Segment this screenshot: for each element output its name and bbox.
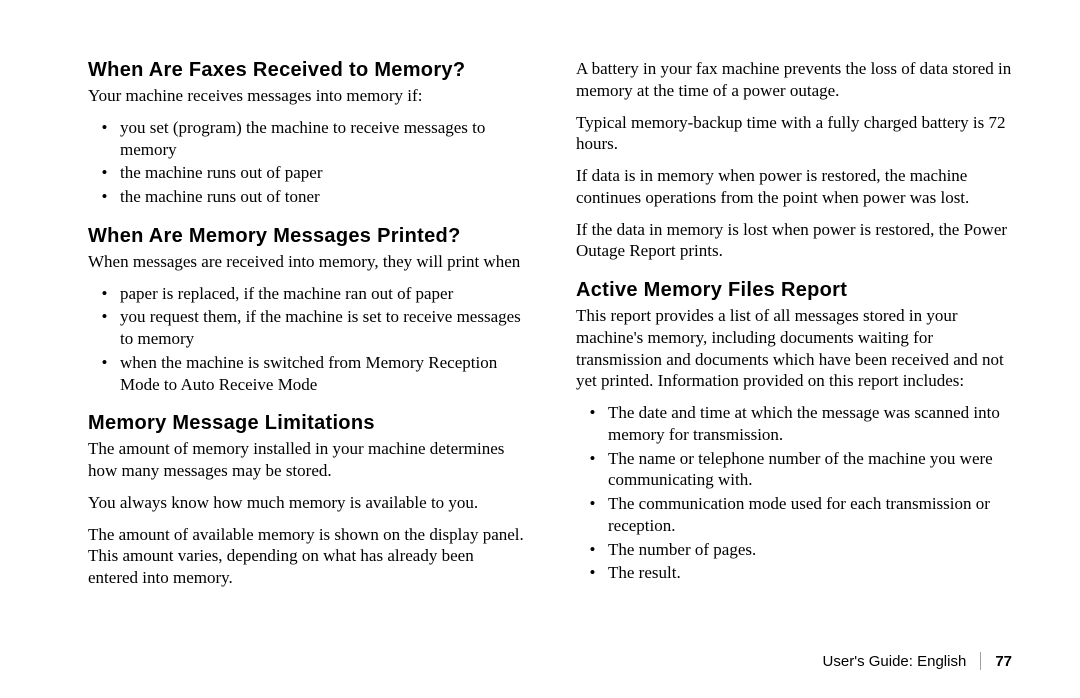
two-column-layout: When Are Faxes Received to Memory? Your …: [88, 58, 1012, 599]
list-active-memory-report: The date and time at which the message w…: [576, 402, 1012, 584]
list-item: The date and time at which the message w…: [604, 402, 1012, 446]
right-column: A battery in your fax machine prevents t…: [576, 58, 1012, 599]
page: When Are Faxes Received to Memory? Your …: [0, 0, 1080, 698]
list-item: paper is replaced, if the machine ran ou…: [116, 283, 524, 305]
list-item: The name or telephone number of the mach…: [604, 448, 1012, 492]
list-item: The communication mode used for each tra…: [604, 493, 1012, 537]
list-item: The number of pages.: [604, 539, 1012, 561]
body-paragraph: A battery in your fax machine prevents t…: [576, 58, 1012, 102]
intro-faxes-to-memory: Your machine receives messages into memo…: [88, 85, 524, 107]
body-paragraph: The amount of available memory is shown …: [88, 524, 524, 589]
list-item: you request them, if the machine is set …: [116, 306, 524, 350]
intro-active-memory-report: This report provides a list of all messa…: [576, 305, 1012, 392]
page-footer: User's Guide: English 77: [823, 652, 1012, 670]
list-memory-printed: paper is replaced, if the machine ran ou…: [88, 283, 524, 396]
heading-memory-limitations: Memory Message Limitations: [88, 411, 524, 436]
list-item: when the machine is switched from Memory…: [116, 352, 524, 396]
list-faxes-to-memory: you set (program) the machine to receive…: [88, 117, 524, 208]
list-item: you set (program) the machine to receive…: [116, 117, 524, 161]
list-item: the machine runs out of paper: [116, 162, 524, 184]
footer-label: User's Guide: English: [823, 653, 967, 670]
heading-active-memory-report: Active Memory Files Report: [576, 278, 1012, 303]
body-paragraph: If data is in memory when power is resto…: [576, 165, 1012, 209]
heading-faxes-to-memory: When Are Faxes Received to Memory?: [88, 58, 524, 83]
footer-page-number: 77: [995, 653, 1012, 670]
body-paragraph: Typical memory-backup time with a fully …: [576, 112, 1012, 156]
body-paragraph: You always know how much memory is avail…: [88, 492, 524, 514]
list-item: the machine runs out of toner: [116, 186, 524, 208]
intro-memory-printed: When messages are received into memory, …: [88, 251, 524, 273]
footer-divider: [980, 652, 981, 670]
list-item: The result.: [604, 562, 1012, 584]
left-column: When Are Faxes Received to Memory? Your …: [88, 58, 524, 599]
body-paragraph: If the data in memory is lost when power…: [576, 219, 1012, 263]
heading-memory-printed: When Are Memory Messages Printed?: [88, 224, 524, 249]
body-paragraph: The amount of memory installed in your m…: [88, 438, 524, 482]
